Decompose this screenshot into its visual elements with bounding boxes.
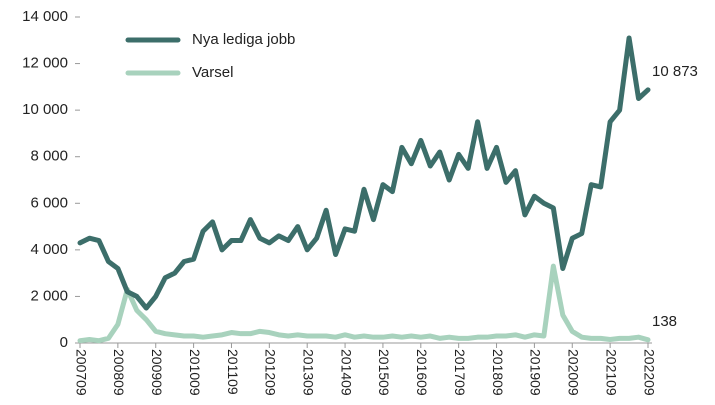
- x-tick-label: 201009: [187, 349, 203, 396]
- y-tick-label: 2 000: [30, 287, 68, 304]
- x-tick-label: 200709: [73, 349, 89, 396]
- legend-label: Varsel: [192, 64, 233, 81]
- x-tick-label: 202209: [641, 349, 657, 396]
- x-tick-label: 201109: [225, 349, 241, 395]
- y-tick-label: 8 000: [30, 148, 68, 165]
- x-tick-label: 201609: [414, 349, 430, 396]
- x-tick-label: 201809: [490, 349, 506, 396]
- value-label: 10 873: [652, 63, 698, 80]
- y-tick-label: 6 000: [30, 194, 68, 211]
- x-tick-label: 201909: [528, 349, 544, 396]
- y-tick-label: 4 000: [30, 241, 68, 258]
- y-tick-label: 14 000: [22, 8, 68, 25]
- x-tick-label: 201309: [300, 349, 316, 396]
- series-line: [77, 35, 651, 311]
- x-tick-label: 200909: [149, 349, 165, 396]
- x-tick-label: 202109: [603, 349, 619, 396]
- y-tick-label: 12 000: [22, 55, 68, 72]
- x-tick-label: 201709: [452, 349, 468, 396]
- series-line: [77, 263, 651, 344]
- x-tick-label: 201409: [338, 349, 354, 396]
- y-tick-label: 0: [60, 334, 68, 351]
- legend-label: Nya lediga jobb: [192, 31, 295, 48]
- x-tick-label: 201509: [376, 349, 392, 396]
- y-tick-label: 10 000: [22, 101, 68, 118]
- x-tick-label: 201209: [263, 349, 279, 396]
- value-label: 138: [652, 313, 677, 330]
- x-tick-label: 202009: [566, 349, 582, 396]
- x-tick-label: 200809: [111, 349, 127, 396]
